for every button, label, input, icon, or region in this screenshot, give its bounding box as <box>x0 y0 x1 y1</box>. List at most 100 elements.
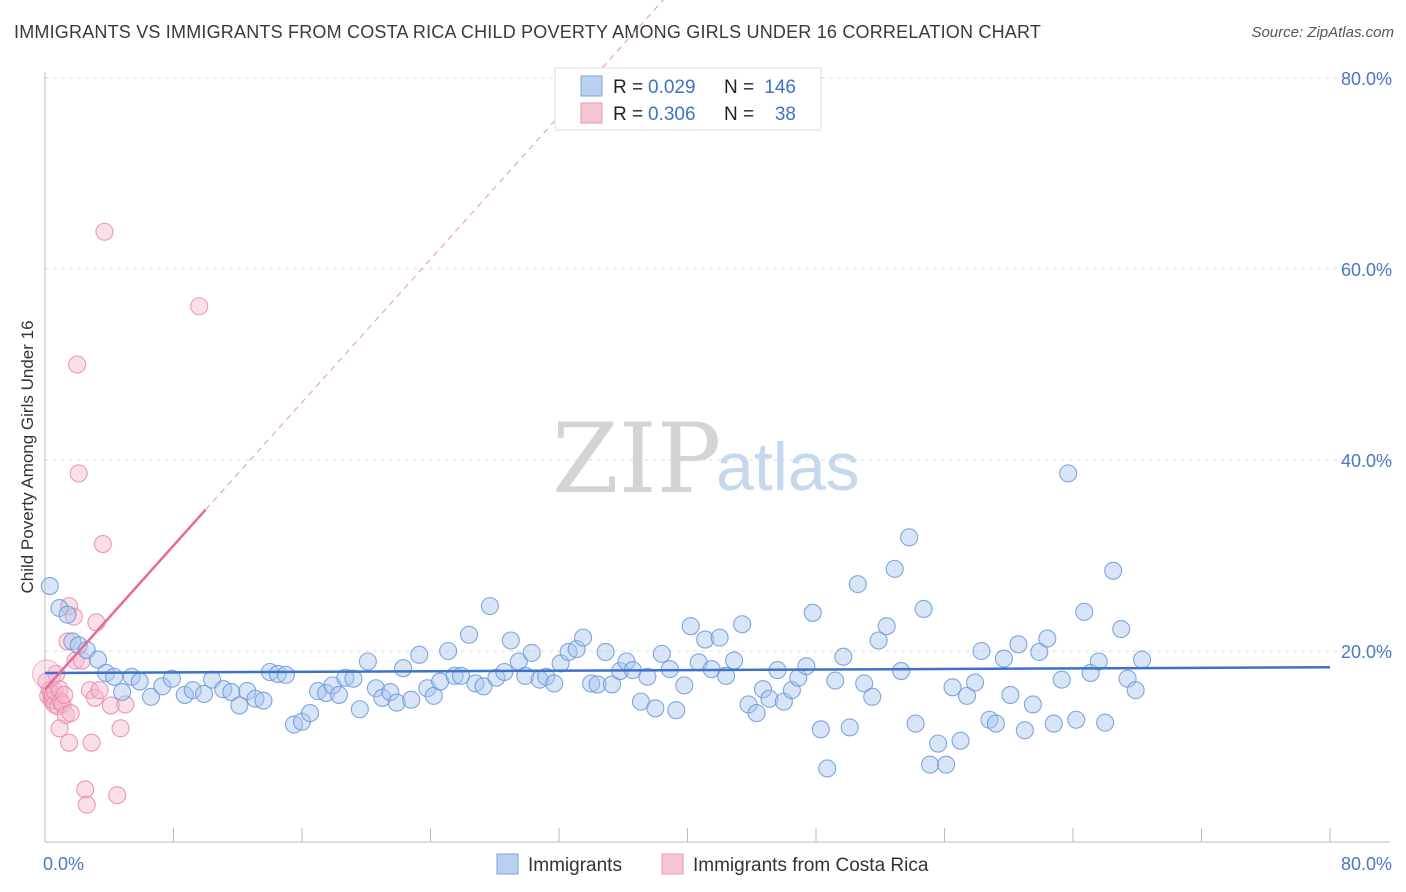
immigrants-point <box>501 631 520 650</box>
immigrants-point <box>994 649 1013 668</box>
immigrants-point <box>1023 695 1042 714</box>
costa-rica-point <box>93 534 112 554</box>
immigrants-point <box>394 659 413 678</box>
immigrants-point <box>840 718 859 737</box>
immigrants-point <box>675 676 694 695</box>
x-ticks <box>44 828 1331 842</box>
immigrants-point <box>760 689 779 708</box>
immigrants-point <box>646 699 665 718</box>
legend: Immigrants Immigrants from Costa Rica <box>496 853 929 876</box>
immigrants-point <box>855 674 874 693</box>
immigrants-point <box>410 645 429 664</box>
immigrants-point <box>848 575 867 594</box>
immigrants-point <box>350 700 369 719</box>
immigrants-point <box>480 597 499 616</box>
immigrants-point <box>141 687 161 706</box>
costa-rica-point <box>101 696 120 715</box>
immigrants-point <box>162 669 181 688</box>
y-tick-label: 60.0% <box>1341 260 1392 280</box>
immigrants-point <box>276 665 295 684</box>
immigrants-point <box>1075 602 1094 621</box>
immigrants-point <box>602 675 622 694</box>
immigrants-point <box>1067 710 1086 729</box>
chart-title: IMMIGRANTS VS IMMIGRANTS FROM COSTA RICA… <box>14 22 1042 42</box>
immigrants-point <box>522 643 541 662</box>
immigrants-point <box>40 577 59 596</box>
costa-rica-trend-line <box>44 508 207 691</box>
immigrants-point <box>965 673 985 692</box>
stats-r-label-1: R = <box>613 77 643 98</box>
immigrants-point <box>105 667 124 686</box>
immigrants-point <box>567 640 586 659</box>
y-tick-label: 80.0% <box>1341 69 1392 89</box>
immigrants-point <box>710 628 729 647</box>
costa-rica-point <box>111 719 130 738</box>
immigrants-point <box>1052 670 1071 689</box>
axes <box>44 72 1390 843</box>
stats-r-value-1: 0.029 <box>648 77 696 98</box>
immigrants-point <box>574 628 593 647</box>
costa-rica-point <box>108 786 127 805</box>
immigrants-point <box>459 625 479 644</box>
immigrants-trend-line <box>44 665 1331 675</box>
immigrants-point <box>300 704 320 723</box>
immigrants-point <box>344 669 363 688</box>
immigrants-point <box>733 615 752 634</box>
immigrants-point <box>58 605 77 624</box>
immigrants-point <box>892 662 911 681</box>
immigrants-point <box>797 657 816 676</box>
immigrants-point <box>596 642 615 662</box>
stats-r-value-2: 0.306 <box>648 104 696 125</box>
costa-rica-point <box>64 607 83 626</box>
legend-label-costa-rica: Immigrants from Costa Rica <box>693 855 929 876</box>
immigrants-point <box>877 617 896 636</box>
stats-swatch-pink <box>580 102 603 124</box>
watermark: ZIP atlas <box>552 403 860 515</box>
immigrants-point <box>254 691 273 710</box>
immigrants-point <box>826 671 845 690</box>
costa-rica-point <box>66 651 85 670</box>
immigrants-point <box>1059 464 1078 483</box>
immigrants-point <box>402 690 421 709</box>
legend-swatch-costa-rica <box>661 853 684 875</box>
immigrants-point <box>900 528 919 547</box>
immigrants-point <box>113 683 132 702</box>
immigrants-point <box>929 734 948 753</box>
y-tick-label: 20.0% <box>1341 642 1392 662</box>
immigrants-points <box>40 464 1152 778</box>
immigrants-point <box>1096 713 1115 732</box>
stats-n-value-1: 146 <box>764 77 796 98</box>
y-axis-label: Child Poverty Among Girls Under 16 <box>18 320 37 593</box>
costa-rica-point <box>190 297 209 316</box>
immigrants-point <box>153 677 172 696</box>
costa-rica-point <box>55 685 74 704</box>
immigrants-point <box>194 684 214 704</box>
immigrants-point <box>439 641 458 661</box>
immigrants-point <box>329 685 348 704</box>
stats-n-label-2: N = <box>724 104 754 125</box>
source-label: Source: ZipAtlas.com <box>1251 24 1394 41</box>
costa-rica-point <box>68 355 87 374</box>
y-tick-labels: 20.0% 40.0% 60.0% 80.0% <box>1341 69 1392 662</box>
watermark-atlas: atlas <box>716 429 860 505</box>
immigrants-point <box>545 674 564 693</box>
x-tick-label-max: 80.0% <box>1341 854 1392 874</box>
immigrants-point <box>811 720 830 739</box>
immigrants-point <box>381 683 400 702</box>
immigrants-point <box>986 714 1005 733</box>
costa-rica-point <box>60 733 79 752</box>
immigrants-point <box>914 599 933 619</box>
immigrants-point <box>130 672 149 691</box>
costa-rica-point <box>72 651 91 670</box>
immigrants-point <box>885 559 904 578</box>
immigrants-point <box>638 667 657 686</box>
immigrants-point <box>747 704 766 723</box>
immigrants-point <box>582 674 601 693</box>
immigrants-point <box>88 650 108 669</box>
immigrants-point <box>358 652 377 671</box>
immigrants-point <box>387 693 406 712</box>
immigrants-point <box>1009 635 1028 654</box>
costa-rica-point <box>82 733 101 752</box>
immigrants-point <box>1030 642 1049 662</box>
